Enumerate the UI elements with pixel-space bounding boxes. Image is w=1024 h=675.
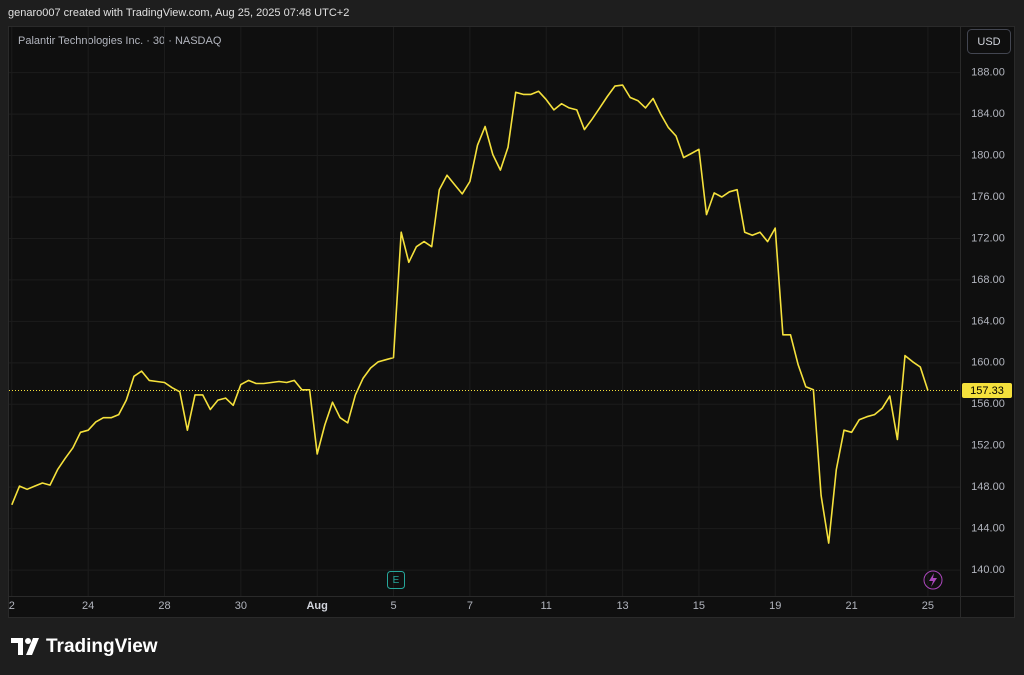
x-tick-label: 2 <box>9 600 15 612</box>
logo-mark <box>11 638 23 655</box>
y-tick-label: 164.00 <box>971 315 1005 327</box>
plot <box>9 84 960 544</box>
currency[interactable]: USD <box>977 36 1000 48</box>
last-price-box <box>962 382 1012 398</box>
currency-button[interactable] <box>967 29 1011 54</box>
y-tick-label: 156.00 <box>971 398 1005 410</box>
y-tick-label: 160.00 <box>971 357 1005 369</box>
logo-dot <box>25 638 31 644</box>
y-tick-label: 144.00 <box>971 523 1005 535</box>
y-tick-label: 152.00 <box>971 440 1005 452</box>
y-tick-label: 172.00 <box>971 232 1005 244</box>
x-tick-label: 28 <box>158 600 170 612</box>
x-tick-label: 13 <box>616 600 628 612</box>
y-tick-label: 168.00 <box>971 274 1005 286</box>
branding: TradingView <box>46 636 158 657</box>
earnings-icon[interactable] <box>387 571 405 589</box>
y-tick-label: 184.00 <box>971 108 1005 120</box>
x-tick-label: 7 <box>467 600 473 612</box>
y-tick-label: 188.00 <box>971 67 1005 79</box>
y-tick-label: 148.00 <box>971 481 1005 493</box>
x-tick-label: 21 <box>845 600 857 612</box>
x-tick-label: 24 <box>82 600 94 612</box>
logo-slash <box>26 638 39 655</box>
event-bolt <box>929 573 937 587</box>
price-line <box>11 84 929 544</box>
x-tick-label: 5 <box>390 600 396 612</box>
x-tick-label: 11 <box>541 600 552 612</box>
y-tick-label: 180.00 <box>971 149 1005 161</box>
x-tick-label: 30 <box>235 600 247 612</box>
event-icon[interactable] <box>923 570 943 590</box>
grid <box>9 27 960 596</box>
x-tick-label: Aug <box>306 600 327 612</box>
x-tick-label: 19 <box>769 600 781 612</box>
x-tick-label: 15 <box>693 600 705 612</box>
chart-title: Palantir Technologies Inc. · 30 · NASDAQ <box>18 35 222 47</box>
y-tick-label: 140.00 <box>971 564 1005 576</box>
header: genaro007 created with TradingView.com, … <box>8 7 349 19</box>
y-tick-label: 176.00 <box>971 191 1005 203</box>
x-tick-label: 25 <box>922 600 934 612</box>
earnings-marker[interactable]: E <box>393 575 400 586</box>
logo <box>11 638 39 655</box>
last-price-label: 157.33 <box>970 385 1004 397</box>
